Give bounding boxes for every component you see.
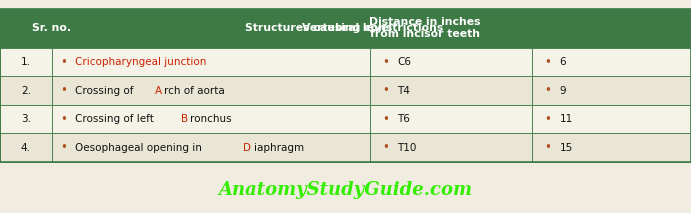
Text: iaphragm: iaphragm — [254, 143, 303, 153]
Text: T6: T6 — [397, 114, 410, 124]
Text: •: • — [382, 84, 389, 97]
Bar — [52, 9, 370, 48]
Text: •: • — [382, 113, 389, 126]
Text: •: • — [545, 56, 551, 69]
Bar — [0, 133, 52, 162]
Text: 6: 6 — [560, 57, 567, 67]
Bar — [532, 76, 691, 105]
Bar — [52, 48, 370, 76]
Bar — [0, 105, 52, 133]
Text: •: • — [545, 113, 551, 126]
Text: 11: 11 — [560, 114, 573, 124]
Bar — [370, 105, 532, 133]
Text: Vertebral level: Vertebral level — [302, 23, 392, 33]
Bar — [0, 9, 691, 162]
Bar — [52, 76, 370, 105]
Bar — [370, 133, 532, 162]
Text: Crossing of left: Crossing of left — [75, 114, 158, 124]
Text: A: A — [155, 86, 162, 96]
Text: D: D — [243, 143, 252, 153]
Bar — [370, 76, 532, 105]
Text: C6: C6 — [397, 57, 411, 67]
Bar — [532, 133, 691, 162]
Bar — [370, 9, 532, 48]
Text: Cricopharyngeal junction: Cricopharyngeal junction — [75, 57, 207, 67]
Text: 1.: 1. — [21, 57, 31, 67]
Text: rch of aorta: rch of aorta — [164, 86, 225, 96]
Bar — [532, 48, 691, 76]
Text: T10: T10 — [397, 143, 417, 153]
Text: 15: 15 — [560, 143, 573, 153]
Text: B: B — [181, 114, 189, 124]
Text: •: • — [545, 141, 551, 154]
Bar — [532, 105, 691, 133]
Bar — [0, 76, 52, 105]
Text: •: • — [545, 84, 551, 97]
Text: •: • — [382, 141, 389, 154]
Bar — [532, 9, 691, 48]
Text: •: • — [60, 113, 67, 126]
Bar — [52, 105, 370, 133]
Text: •: • — [60, 141, 67, 154]
Bar — [370, 48, 532, 76]
Text: Distance in inches
from incisor teeth: Distance in inches from incisor teeth — [369, 17, 481, 39]
Bar — [52, 133, 370, 162]
Text: AnatomyStudyGuide.com: AnatomyStudyGuide.com — [218, 181, 473, 199]
Text: •: • — [60, 84, 67, 97]
Text: 4.: 4. — [21, 143, 31, 153]
Text: 2.: 2. — [21, 86, 31, 96]
Text: ronchus: ronchus — [191, 114, 232, 124]
Text: Oesophageal opening in: Oesophageal opening in — [75, 143, 205, 153]
Text: •: • — [60, 56, 67, 69]
Text: Structures causing constrictions: Structures causing constrictions — [245, 23, 443, 33]
Bar — [0, 9, 52, 48]
Text: 3.: 3. — [21, 114, 31, 124]
Text: Crossing of: Crossing of — [75, 86, 137, 96]
Text: •: • — [382, 56, 389, 69]
Text: 9: 9 — [560, 86, 567, 96]
Bar — [0, 48, 52, 76]
Text: T4: T4 — [397, 86, 410, 96]
Text: Sr. no.: Sr. no. — [32, 23, 71, 33]
